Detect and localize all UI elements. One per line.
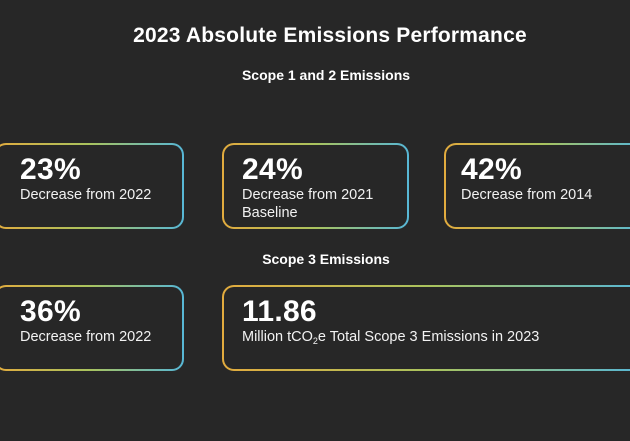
stat-value: 24% — [242, 153, 303, 186]
stat-description-suffix: e Total Scope 3 Emissions in 2023 — [317, 329, 540, 345]
stat-card-scope3-decrease-2022: 36% Decrease from 2022 — [0, 285, 184, 371]
co2-subscript: 2 — [312, 336, 318, 346]
stat-description: Decrease from 2022 — [20, 329, 152, 345]
section-heading-scope-1-2: Scope 1 and 2 Emissions — [241, 67, 411, 83]
stat-card-scope3-total: 11.86 Million tCO2e Total Scope 3 Emissi… — [222, 285, 630, 371]
stat-card-decrease-2022: 23% Decrease from 2022 — [0, 143, 184, 229]
stat-value: 36% — [20, 295, 81, 328]
stat-description: Million tCO2e Total Scope 3 Emissions in… — [242, 328, 630, 350]
page-title: 2023 Absolute Emissions Performance — [133, 24, 527, 47]
stat-card-decrease-2014: 42% Decrease from 2014 — [444, 143, 630, 229]
stat-description: Decrease from 2021 Baseline — [242, 187, 374, 221]
stat-description: Decrease from 2014 — [461, 187, 593, 203]
stat-description: Decrease from 2022 — [20, 187, 152, 203]
stat-description-prefix: Million tCO — [242, 329, 313, 345]
stat-value: 11.86 — [242, 295, 317, 328]
section-heading-scope-3: Scope 3 Emissions — [262, 251, 390, 267]
stat-card-decrease-2021-baseline: 24% Decrease from 2021 Baseline — [222, 143, 409, 229]
stat-value: 42% — [461, 153, 522, 186]
stat-value: 23% — [20, 153, 81, 186]
